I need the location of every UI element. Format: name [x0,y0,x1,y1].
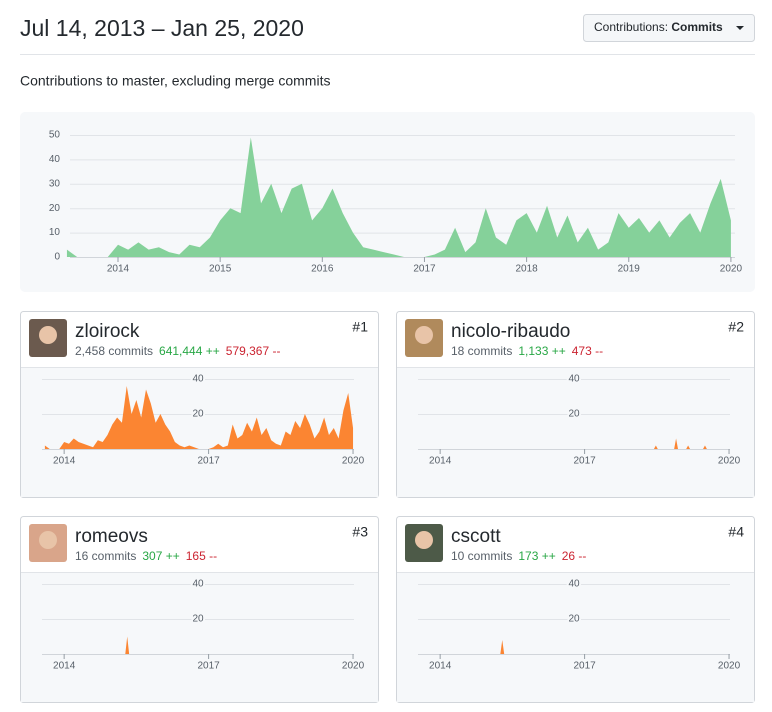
y-tick-label: 20 [49,203,61,214]
x-tick-label: 2017 [573,661,596,672]
y-tick-label: 40 [49,154,61,165]
avatar-face [39,326,57,344]
rank: #2 [728,319,744,335]
y-tick-label: 40 [192,374,204,385]
x-tick-label: 2017 [413,264,436,275]
button-label-text[interactable]: Contributions: [594,20,668,34]
x-tick-label: 2020 [718,661,741,672]
x-tick-label: 2019 [618,264,641,275]
y-tick-label: 30 [49,178,61,189]
y-tick-label: 10 [49,227,61,238]
subtitle: Contributions to master, excluding merge… [20,73,330,89]
rank: #4 [728,524,744,540]
contributor-name[interactable]: cscott [451,526,501,547]
x-tick-label: 2017 [197,456,220,467]
contributor-stats: 18 commits 1,133 ++ 473 -- [451,344,603,358]
x-tick-label: 2014 [53,456,76,467]
area [44,386,354,449]
button-value[interactable]: Commits [671,20,723,34]
deletions: 473 -- [572,344,603,358]
x-tick-label: 2020 [720,264,743,275]
x-tick-label: 2018 [515,264,538,275]
rank: #3 [352,524,368,540]
additions: 307 ++ [142,549,179,563]
commit-count: 10 commits [451,549,512,563]
y-tick-label: 40 [192,579,204,590]
deletions: 26 -- [562,549,587,563]
deletions: 165 -- [186,549,217,563]
commit-count: 18 commits [451,344,512,358]
avatar-face [39,531,57,549]
additions: 173 ++ [518,549,555,563]
contributor-name[interactable]: nicolo-ribaudo [451,321,570,342]
card-chart-bg [397,573,754,702]
contributor-name[interactable]: romeovs [75,526,148,547]
x-tick-label: 2017 [573,456,596,467]
y-tick-label: 20 [192,409,204,420]
card-chart-bg [397,368,754,497]
button-label[interactable]: Contributions: Commits [594,20,723,34]
contributor-stats: 16 commits 307 ++ 165 -- [75,549,217,563]
y-tick-label: 40 [568,374,580,385]
x-tick-label: 2020 [342,456,365,467]
x-tick-label: 2014 [53,661,76,672]
avatar-face [415,531,433,549]
y-tick-label: 50 [49,130,61,141]
main-chart-box [20,112,755,292]
avatar-face [415,326,433,344]
rank: #1 [352,319,368,335]
y-tick-label: 20 [192,614,204,625]
contributions-button[interactable] [583,14,755,42]
commit-count: 2,458 commits [75,344,153,358]
contributor-stats: 10 commits 173 ++ 26 -- [451,549,586,563]
dropdown-caret [736,26,744,30]
x-tick-label: 2020 [718,456,741,467]
x-tick-label: 2020 [342,661,365,672]
page-title: Jul 14, 2013 – Jan 25, 2020 [20,15,304,41]
x-tick-label: 2014 [429,456,452,467]
commit-count: 16 commits [75,549,136,563]
x-tick-label: 2015 [209,264,232,275]
x-tick-label: 2017 [197,661,220,672]
contributor-name[interactable]: zloirock [75,321,140,342]
deletions: 579,367 -- [226,344,281,358]
y-tick-label: 0 [54,252,60,263]
additions: 641,444 ++ [159,344,220,358]
y-tick-label: 40 [568,579,580,590]
y-tick-label: 20 [568,409,580,420]
x-tick-label: 2014 [107,264,130,275]
x-tick-label: 2014 [429,661,452,672]
contributor-stats: 2,458 commits 641,444 ++ 579,367 -- [75,344,280,358]
area [66,137,731,257]
card-chart-bg [21,573,378,702]
x-tick-label: 2016 [311,264,334,275]
additions: 1,133 ++ [518,344,565,358]
card-chart-bg [21,368,378,497]
y-tick-label: 20 [568,614,580,625]
